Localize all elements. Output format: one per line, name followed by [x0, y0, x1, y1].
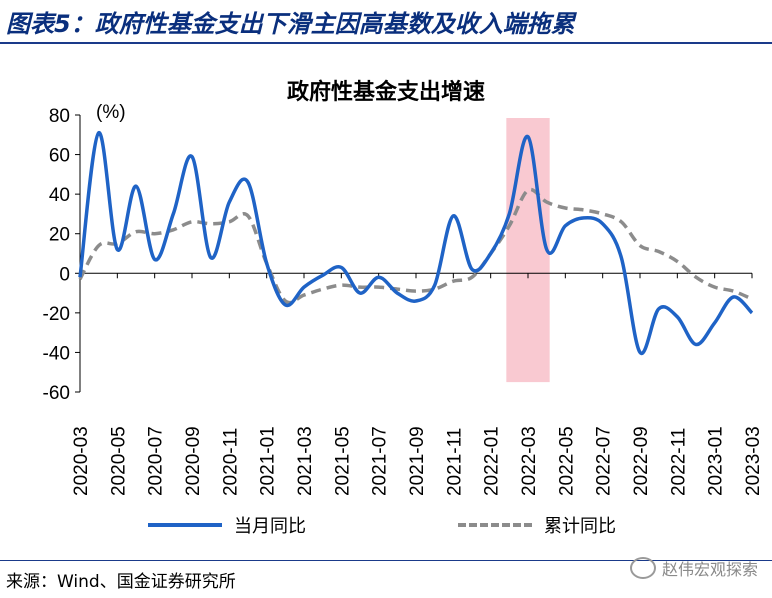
y-tick-label: -40 — [43, 343, 70, 364]
source-note: 来源：Wind、国金证券研究所 — [6, 572, 236, 592]
x-tick-label: 2021-07 — [370, 426, 391, 496]
x-tick-label: 2020-07 — [146, 426, 167, 496]
legend-item-monthly: 当月同比 — [148, 512, 306, 538]
series-line-cumulative — [78, 187, 753, 305]
chart-title: 政府性基金支出增速 — [286, 79, 485, 105]
legend-swatch-dashed — [458, 523, 532, 527]
x-tick-label: 2021-03 — [295, 426, 316, 496]
x-tick-label: 2020-09 — [183, 426, 204, 496]
figure-title: 图表5：政府性基金支出下滑主因高基数及收入端拖累 — [6, 10, 575, 38]
source-divider — [0, 560, 772, 561]
y-tick-label: 80 — [49, 106, 70, 127]
y-tick-label: 20 — [49, 225, 70, 246]
series-line-monthly — [78, 131, 754, 356]
watermark-text: 赵伟宏观探索 — [661, 560, 758, 579]
y-tick-label: -20 — [43, 304, 70, 325]
x-tick-label: 2022-03 — [519, 426, 540, 496]
x-tick-label: 2021-11 — [444, 428, 465, 496]
title-divider — [0, 42, 772, 44]
x-tick-label: 2021-09 — [407, 426, 428, 496]
wechat-icon — [629, 557, 656, 579]
legend-item-cumulative: 累计同比 — [458, 512, 616, 538]
x-tick-label: 2021-05 — [332, 426, 353, 496]
watermark: 赵伟宏观探索 — [629, 556, 758, 580]
x-tick-label: 2023-01 — [706, 426, 727, 496]
chart-plot-area: 80 60 40 20 0 -20 -40 -60 (%) 2020-03 2020-05 2020-… — [43, 102, 764, 496]
x-tick-label: 2020-03 — [71, 426, 92, 496]
legend-label-cumulative: 累计同比 — [544, 516, 616, 537]
x-tick-label: 2022-07 — [594, 426, 615, 496]
x-tick-label: 2022-09 — [631, 426, 652, 496]
y-unit-label: (%) — [96, 102, 126, 123]
y-tick-label: 60 — [49, 146, 70, 167]
x-tick-label: 2023-03 — [743, 426, 764, 496]
y-tick-label: 40 — [49, 185, 70, 206]
legend-swatch-solid — [148, 523, 222, 527]
x-tick-label: 2022-01 — [482, 426, 503, 496]
y-tick-label: -60 — [43, 383, 70, 404]
x-tick-label: 2022-05 — [556, 426, 577, 496]
x-tick-label: 2021-01 — [258, 426, 279, 496]
x-tick-label: 2022-11 — [668, 428, 689, 496]
highlight-band — [506, 118, 550, 383]
x-tick-label: 2020-05 — [108, 426, 129, 496]
legend-label-monthly: 当月同比 — [234, 516, 306, 537]
y-tick-label: 0 — [59, 264, 70, 285]
x-tick-label: 2020-11 — [220, 428, 241, 496]
